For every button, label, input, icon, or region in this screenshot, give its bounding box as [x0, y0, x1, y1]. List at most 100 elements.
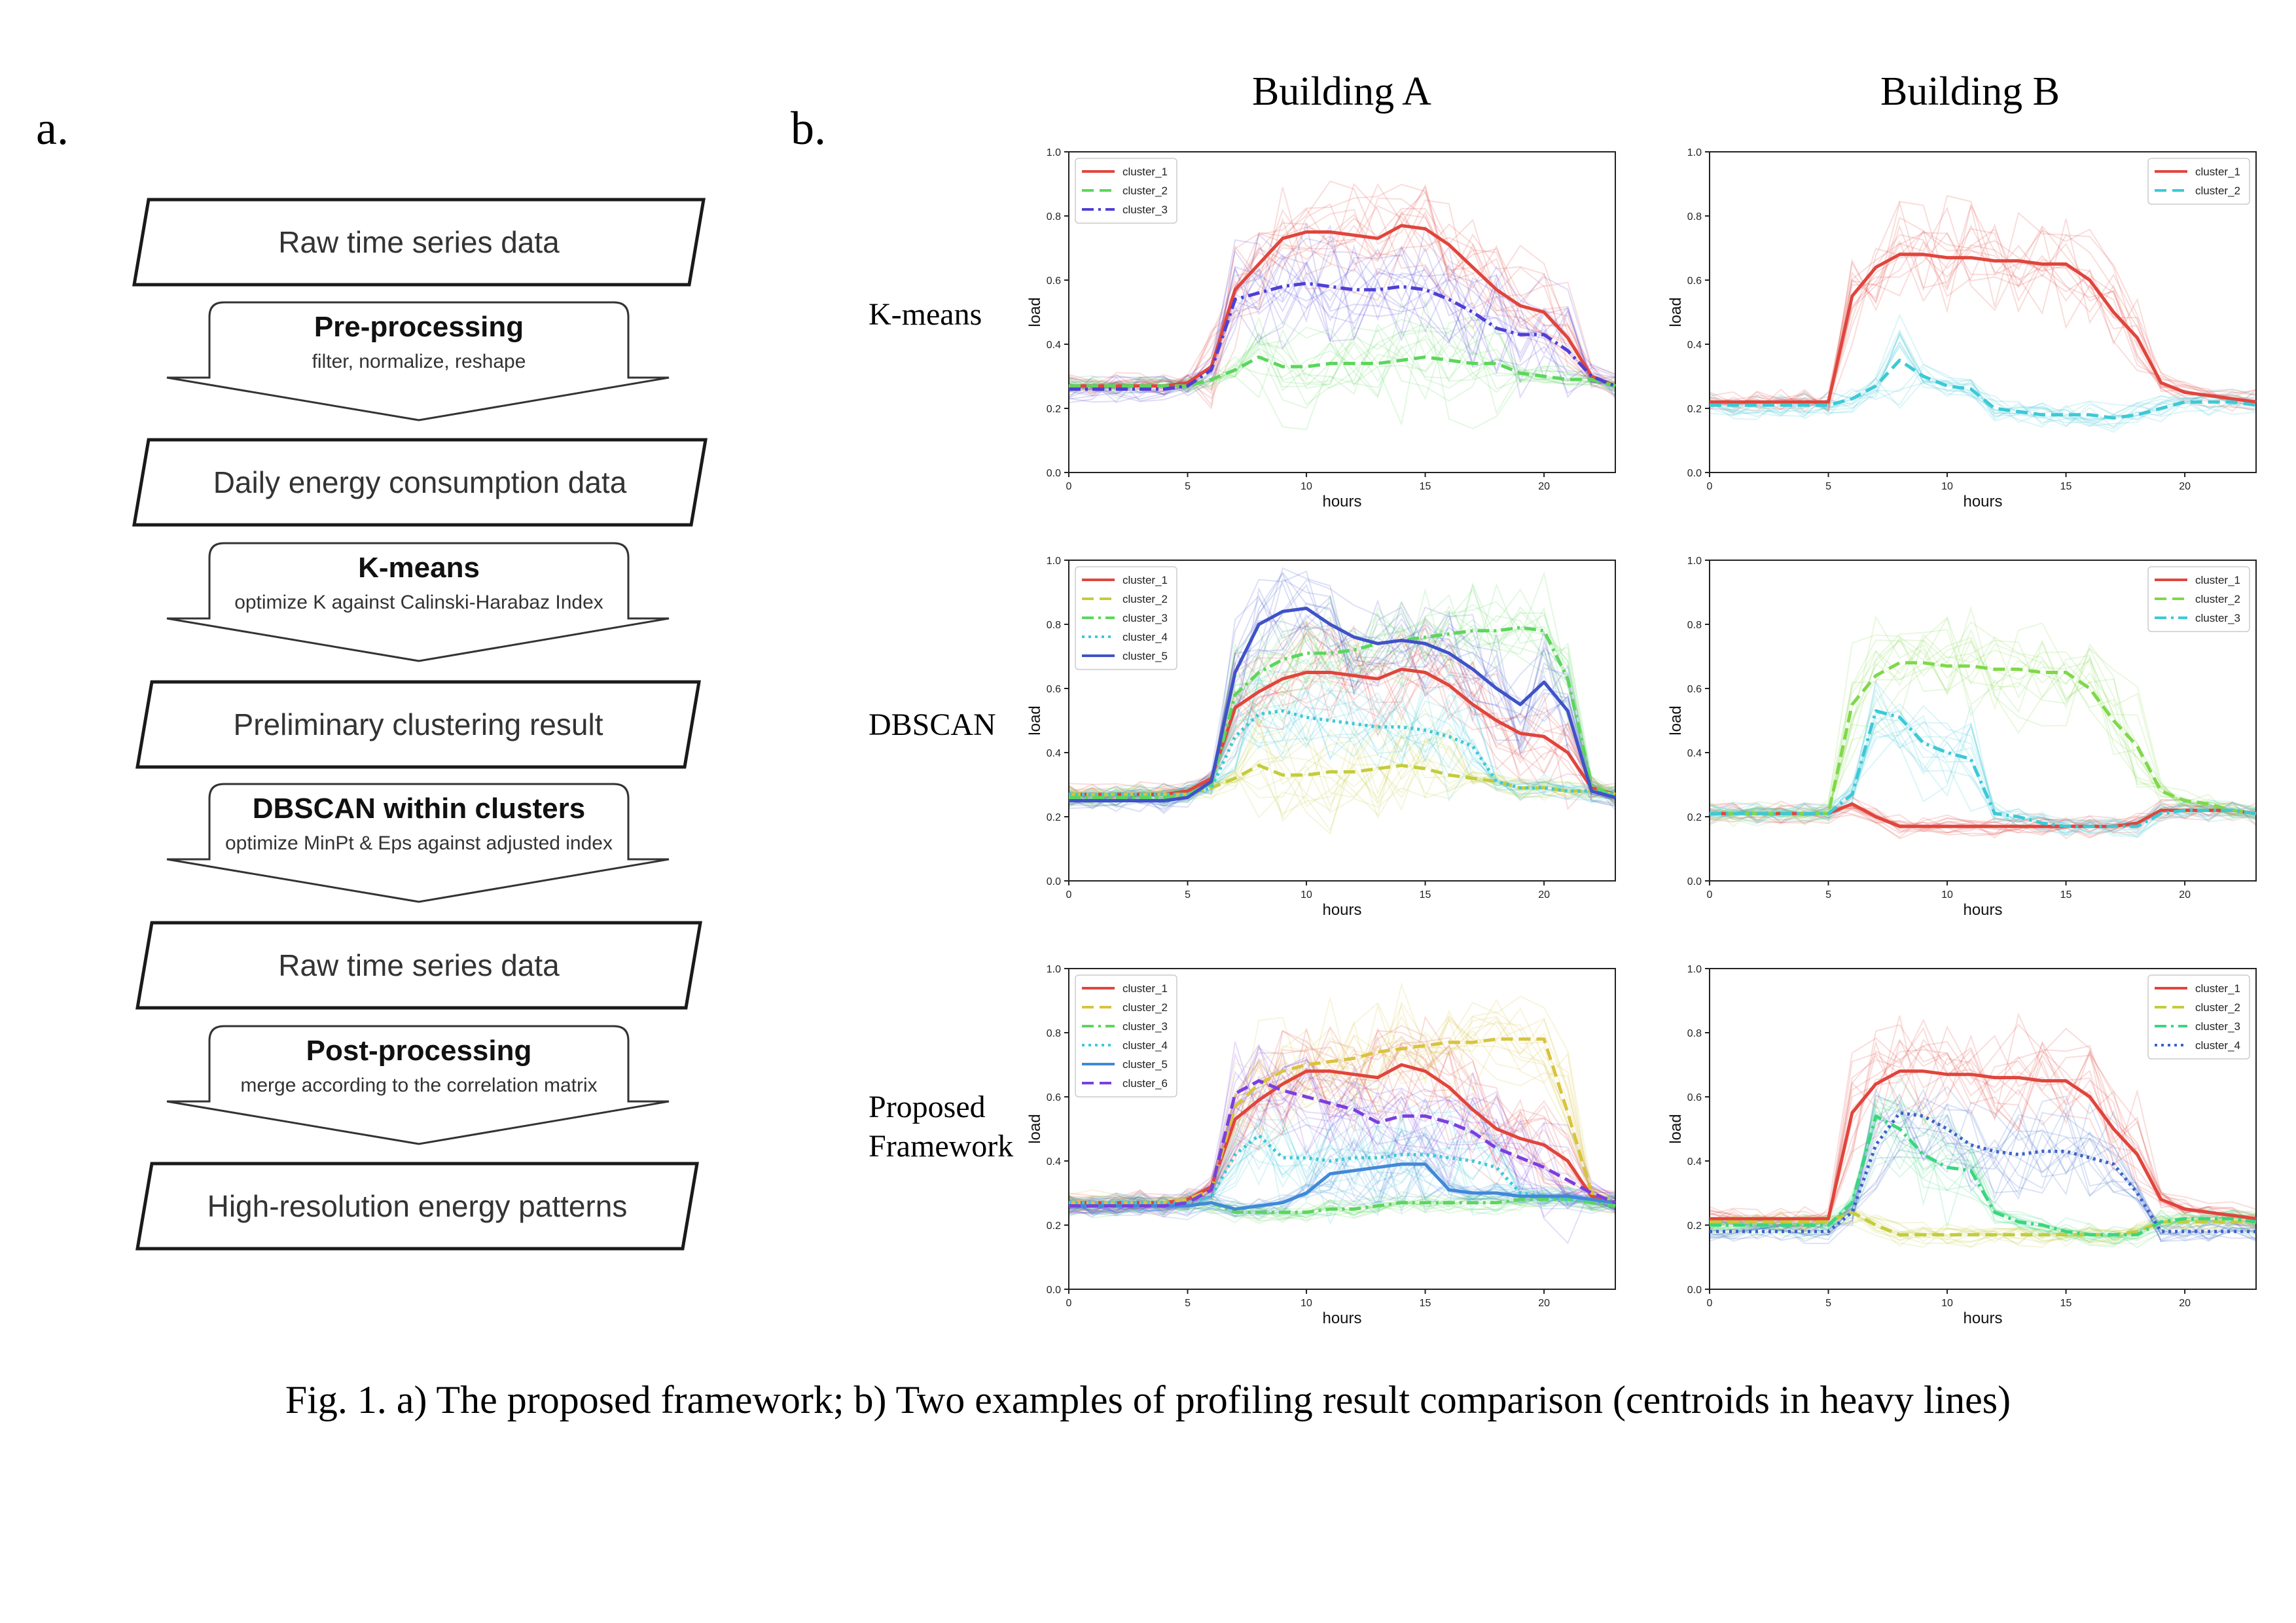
- member-profile-line: [1709, 705, 2257, 834]
- process-step-title: Post-processing: [306, 1035, 532, 1067]
- member-profile-line: [1068, 579, 1616, 810]
- member-profile-line: [1068, 982, 1616, 1217]
- legend-entry-label: cluster_1: [1122, 574, 1168, 586]
- x-tick-label: 10: [1300, 889, 1312, 901]
- member-profile-line: [1068, 1192, 1616, 1222]
- y-tick-label: 0.6: [1047, 1092, 1061, 1103]
- y-tick-label: 0.8: [1047, 1028, 1061, 1039]
- legend-entry-label: cluster_1: [1122, 166, 1168, 178]
- y-tick-label: 0.4: [1687, 1156, 1702, 1168]
- y-tick-label: 1.0: [1687, 964, 1702, 975]
- x-tick-label: 15: [1420, 481, 1431, 492]
- member-profile-line: [1068, 262, 1616, 396]
- data-box-label: High-resolution energy patterns: [207, 1189, 628, 1223]
- y-axis-label: load: [1667, 297, 1685, 327]
- x-tick-label: 0: [1707, 481, 1713, 492]
- member-profile-line: [1068, 199, 1616, 397]
- member-profile-line: [1709, 1027, 2257, 1227]
- data-box-label: Preliminary clustering result: [234, 707, 603, 741]
- legend-entry-label: cluster_1: [2195, 982, 2240, 995]
- member-profile-line: [1709, 1039, 2257, 1226]
- member-profile-line: [1709, 1156, 2257, 1236]
- member-profile-line: [1709, 1209, 2257, 1241]
- legend-box: [1075, 158, 1177, 224]
- legend-entry-label: cluster_4: [1122, 1039, 1168, 1052]
- member-profile-line: [1068, 1041, 1616, 1215]
- process-step-title: K-means: [358, 552, 480, 584]
- chart-legend: cluster_1 cluster_2 cluster_3 cluster_4clus…: [1075, 974, 1177, 1097]
- member-profile-line: [1068, 1030, 1616, 1211]
- member-profile-line: [1709, 1104, 2257, 1240]
- y-tick-label: 0.2: [1687, 1221, 1702, 1232]
- centroid-line-cluster_2: [1069, 764, 1616, 796]
- process-step-subtitle: filter, normalize, reshape: [312, 351, 526, 372]
- member-profile-line: [1068, 651, 1616, 796]
- x-tick-label: 0: [1066, 1298, 1072, 1309]
- member-profile-line: [1709, 616, 2257, 827]
- centroid-line-cluster_2: [1710, 359, 2257, 420]
- y-tick-label: 0.6: [1687, 684, 1702, 695]
- member-profile-line: [1709, 1209, 2257, 1248]
- member-profile-line: [1709, 1094, 2257, 1245]
- legend-entry-label: cluster_2: [2195, 185, 2240, 197]
- member-profile-line: [1709, 1024, 2257, 1231]
- member-profile-line: [1068, 1069, 1616, 1213]
- column-header-building-b: Building B: [1880, 69, 2060, 114]
- y-tick-label: 0.0: [1047, 468, 1061, 479]
- member-profile-line: [1068, 330, 1616, 397]
- member-profile-line: [1068, 1044, 1616, 1213]
- y-tick-label: 1.0: [1047, 964, 1061, 975]
- x-tick-label: 10: [1300, 481, 1312, 492]
- member-profile-line: [1068, 322, 1616, 393]
- x-tick-label: 10: [1300, 1298, 1312, 1309]
- member-profile-line: [1709, 1127, 2257, 1242]
- load-profile-chart: 0.0 0.2 0.4 0.6 0.8 1.0 0 5 10 15 20 hours load clust…: [1026, 556, 1617, 919]
- data-box-shape: [135, 921, 702, 1010]
- member-profile-line: [1709, 804, 2257, 834]
- member-profile-line: [1709, 1131, 2257, 1236]
- x-tick-label: 15: [2060, 481, 2072, 492]
- member-profile-line: [1709, 1012, 2257, 1232]
- column-header-building-a: Building A: [1252, 69, 1431, 114]
- process-step-subtitle: merge according to the correlation matri…: [240, 1075, 597, 1096]
- member-profile-line: [1709, 223, 2257, 410]
- x-tick-label: 5: [1185, 889, 1191, 901]
- member-profile-line: [1709, 377, 2257, 430]
- legend-entry-label: cluster_6: [1122, 1077, 1168, 1090]
- member-profile-line: [1709, 1100, 2257, 1241]
- centroid-line-cluster_2: [1069, 1037, 1616, 1205]
- member-profile-line: [1068, 259, 1616, 400]
- process-arrow-shape: [166, 301, 670, 421]
- member-profile-line: [1709, 717, 2257, 834]
- centroid-line-cluster_6: [1069, 1079, 1616, 1208]
- member-profile-line: [1709, 1094, 2257, 1249]
- member-profile-line: [1068, 1056, 1616, 1219]
- x-axis-label: hours: [1322, 493, 1361, 510]
- y-axis-label: load: [1667, 1114, 1685, 1143]
- member-profile-line: [1068, 224, 1616, 393]
- y-tick-label: 0.2: [1047, 812, 1061, 823]
- member-profile-line: [1709, 1109, 2257, 1236]
- data-box-shape: [135, 1162, 699, 1251]
- legend-entry-label: cluster_2: [1122, 593, 1168, 605]
- x-tick-label: 15: [1420, 1298, 1431, 1309]
- member-profile-line: [1068, 183, 1616, 390]
- member-profile-line: [1709, 366, 2257, 433]
- member-profile-line: [1709, 1126, 2257, 1235]
- member-profile-line: [1709, 363, 2257, 428]
- member-profile-line: [1709, 620, 2257, 821]
- legend-box: [1075, 566, 1177, 670]
- y-tick-label: 0.6: [1687, 276, 1702, 287]
- member-profile-line: [1709, 704, 2257, 837]
- member-profile-line: [1068, 245, 1616, 402]
- x-tick-label: 15: [2060, 889, 2072, 901]
- y-tick-label: 0.8: [1687, 211, 1702, 223]
- legend-entry-label: cluster_1: [2195, 166, 2240, 178]
- member-profile-line: [1709, 332, 2257, 427]
- member-profile-line: [1709, 1102, 2257, 1238]
- member-profile-line: [1709, 804, 2257, 836]
- chart-legend: cluster_1 cluster_2 cluster_3 cluster_4: [2147, 974, 2250, 1060]
- member-profile-line: [1068, 249, 1616, 404]
- member-profile-line: [1068, 582, 1616, 813]
- flowchart-process-arrow: K-means optimize K against Calinski-Harab…: [166, 542, 670, 662]
